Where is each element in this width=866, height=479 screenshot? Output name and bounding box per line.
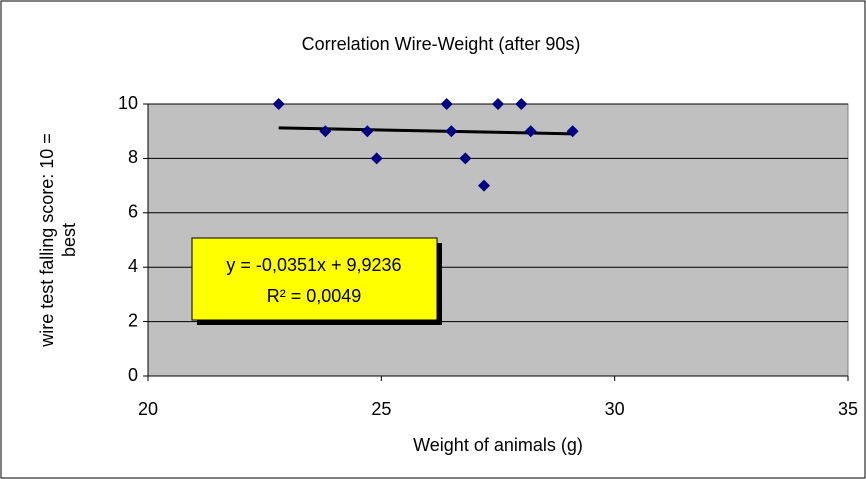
x-tick-label: 25 xyxy=(371,399,391,419)
point xyxy=(566,125,579,138)
x-tick-label: 20 xyxy=(138,399,158,419)
y-tick-label: 0 xyxy=(128,365,138,385)
point xyxy=(361,125,374,138)
point xyxy=(515,98,528,110)
point xyxy=(492,98,504,110)
y-axis-label: wire test falling score: 10 = best xyxy=(37,133,79,348)
point xyxy=(524,125,537,138)
y-axis-label-line: wire test falling score: 10 = xyxy=(37,133,57,348)
point xyxy=(459,152,472,165)
point xyxy=(272,98,285,110)
point xyxy=(445,125,458,138)
equation-box xyxy=(191,237,438,321)
x-tick-label: 30 xyxy=(605,399,625,419)
point xyxy=(478,179,490,192)
trendline-r2: R² = 0,0049 xyxy=(267,286,362,306)
x-axis-label: Weight of animals (g) xyxy=(413,435,583,455)
y-tick-label: 6 xyxy=(128,202,138,222)
y-tick-label: 2 xyxy=(128,310,138,330)
trendline-equation: y = -0,0351x + 9,9236 xyxy=(226,255,401,275)
y-tick-label: 4 xyxy=(128,256,138,276)
point xyxy=(319,125,332,138)
point xyxy=(440,98,453,110)
x-tick-label: 35 xyxy=(838,399,858,419)
y-axis-label-line: best xyxy=(59,223,79,257)
chart-title: Correlation Wire-Weight (after 90s) xyxy=(302,34,581,54)
y-tick-label: 8 xyxy=(128,147,138,167)
point xyxy=(370,152,383,165)
y-tick-label: 10 xyxy=(118,93,138,113)
